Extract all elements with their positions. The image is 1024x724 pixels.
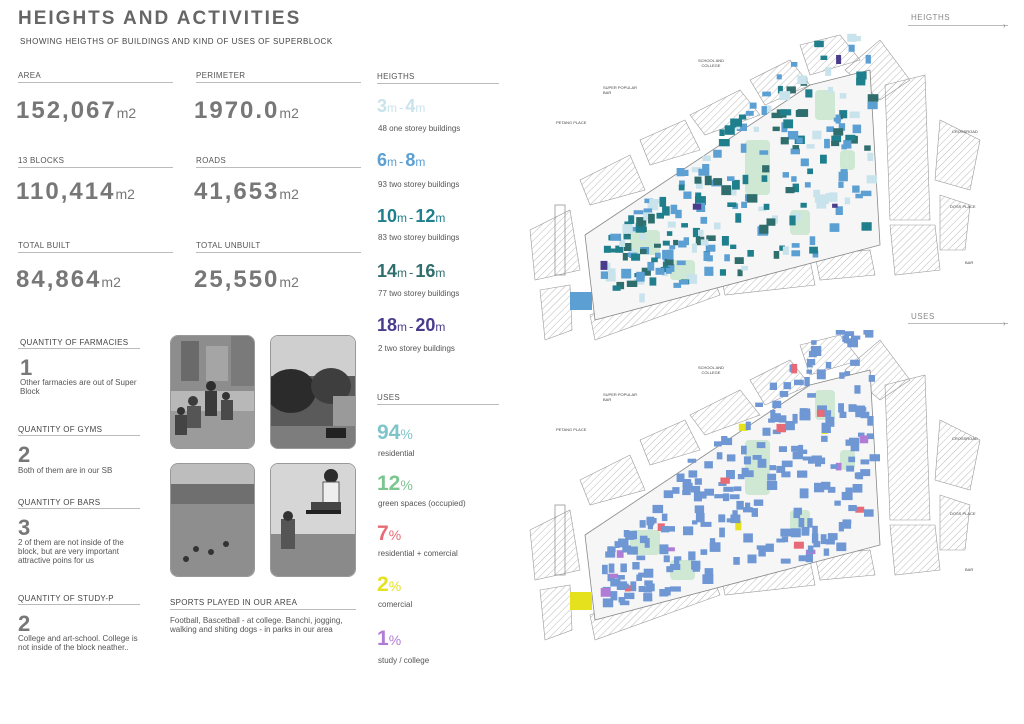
height-desc: 77 two storey buildings — [378, 289, 460, 298]
area-number: 152,067 — [16, 97, 117, 124]
roads-number: 41,653 — [194, 178, 280, 205]
photo-street-trees — [270, 335, 356, 449]
divider — [377, 83, 499, 84]
uses-head: USES — [377, 393, 400, 402]
map-note-petang: PETANG PLACE — [556, 427, 587, 432]
roads-value: 41,653m2 — [194, 178, 299, 206]
map-note-doss: DOSS PLACE — [950, 511, 976, 516]
blocks-unit: m2 — [115, 186, 135, 202]
divider — [18, 252, 173, 253]
perimeter-value: 1970.0m2 — [194, 97, 299, 125]
divider — [170, 609, 356, 610]
divider — [18, 82, 173, 83]
photo-petanque-ground — [170, 463, 255, 577]
arrow-right-icon: › — [1003, 21, 1006, 30]
map-note-popular-bar: SUPER POPULAR BAR — [603, 85, 638, 95]
quantity-head: QUANTITY OF BARS — [18, 498, 101, 507]
built-unit: m2 — [101, 274, 121, 290]
map-note-school: SCHOOL AND COLLEGE — [697, 365, 725, 375]
perimeter-number: 1970.0 — [194, 97, 280, 124]
height-range: 6m -8m — [377, 150, 426, 170]
built-number: 84,864 — [16, 266, 102, 293]
divider — [18, 435, 140, 436]
divider — [908, 323, 1008, 324]
sports-head: SPORTS PLAYED IN OUR AREA — [170, 598, 298, 607]
unbuilt-value: 25,550m2 — [194, 266, 299, 294]
quantity-num: 3 — [18, 515, 31, 540]
quantity-num: 1 — [20, 355, 33, 380]
divider — [908, 25, 1008, 26]
uses-map-label: USES — [911, 312, 935, 321]
divider — [18, 167, 173, 168]
arrow-right-icon: › — [1003, 319, 1006, 328]
divider — [18, 348, 140, 349]
perimeter-label: PERIMETER — [196, 71, 246, 80]
quantity-head: QUANTITY OF FARMACIES — [20, 338, 129, 347]
page-title: HEIGHTS AND ACTIVITIES — [18, 8, 302, 29]
map-note-doss: DOSS PLACE — [950, 204, 976, 209]
use-desc: green spaces (occupied) — [378, 499, 466, 508]
heights-head: HEIGTHS — [377, 72, 415, 81]
divider — [18, 508, 140, 509]
map-note-petang: PETANG PLACE — [556, 120, 587, 125]
quantity-num: 2 — [18, 442, 31, 467]
unbuilt-unit: m2 — [279, 274, 299, 290]
map-note-crossroad: CROSSROAD — [952, 129, 978, 134]
use-desc: residential — [378, 449, 415, 458]
unbuilt-number: 25,550 — [194, 266, 280, 293]
height-range: 10m -12m — [377, 206, 446, 226]
map-note-popular-bar: SUPER POPULAR BAR — [603, 392, 638, 402]
use-desc: residential + comercial — [378, 549, 458, 558]
divider — [377, 404, 499, 405]
quantity-head: QUANTITY OF GYMS — [18, 425, 103, 434]
photo-people-sitting — [170, 335, 255, 449]
area-unit: m2 — [116, 105, 137, 121]
area-label: AREA — [18, 71, 41, 80]
sports-text: Football, Bascetball - at college. Banch… — [170, 616, 343, 634]
map-note-school: SCHOOL AND COLLEGE — [697, 58, 725, 68]
height-range: 3m -4m — [377, 96, 426, 116]
page-subtitle: SHOWING HEIGTHS OF BUILDINGS AND KIND OF… — [20, 37, 333, 46]
use-pct: 7% — [377, 522, 402, 545]
area-value: 152,067m2 — [16, 97, 136, 125]
uses-map — [529, 330, 981, 641]
quantity-text: 2 of them are not inside of the block, b… — [18, 538, 124, 565]
map-note-crossroad: CROSSROAD — [952, 436, 978, 441]
quantity-text: Both of them are in our SB — [18, 466, 113, 475]
quantity-text: College and art-school. College is not i… — [18, 634, 138, 652]
map-note-bar: BAR — [965, 567, 974, 572]
blocks-number: 110,414 — [16, 178, 116, 205]
blocks-value: 110,414m2 — [16, 178, 135, 206]
divider — [196, 82, 361, 83]
heights-map-label: HEIGTHS — [911, 13, 951, 22]
use-desc: comercial — [378, 600, 413, 609]
height-range: 14m -16m — [377, 261, 446, 281]
use-pct: 94% — [377, 421, 413, 444]
divider — [196, 252, 361, 253]
unbuilt-label: TOTAL UNBUILT — [196, 241, 261, 250]
perimeter-unit: m2 — [279, 105, 299, 121]
height-desc: 93 two storey buildings — [378, 180, 460, 189]
heights-map — [529, 33, 981, 341]
photo-skateboarder — [270, 463, 356, 577]
map-note-bar: BAR — [965, 260, 974, 265]
height-range: 18m -20m — [377, 315, 446, 335]
use-pct: 1% — [377, 627, 402, 650]
quantity-text: Other farmacies are out of Super Block — [20, 378, 137, 396]
roads-label: ROADS — [196, 156, 226, 165]
quantity-num: 2 — [18, 611, 31, 636]
blocks-label: 13 BLOCKS — [18, 156, 65, 165]
height-desc: 48 one storey buildings — [378, 124, 461, 133]
divider — [18, 604, 140, 605]
built-label: TOTAL BUILT — [18, 241, 71, 250]
use-pct: 12% — [377, 472, 413, 495]
height-desc: 2 two storey buildings — [378, 344, 455, 353]
use-pct: 2% — [377, 573, 402, 596]
quantity-head: QUANTITY OF STUDY-P — [18, 594, 114, 603]
use-desc: study / college — [378, 656, 430, 665]
built-value: 84,864m2 — [16, 266, 121, 294]
height-desc: 83 two storey buildings — [378, 233, 460, 242]
divider — [196, 167, 361, 168]
roads-unit: m2 — [279, 186, 299, 202]
